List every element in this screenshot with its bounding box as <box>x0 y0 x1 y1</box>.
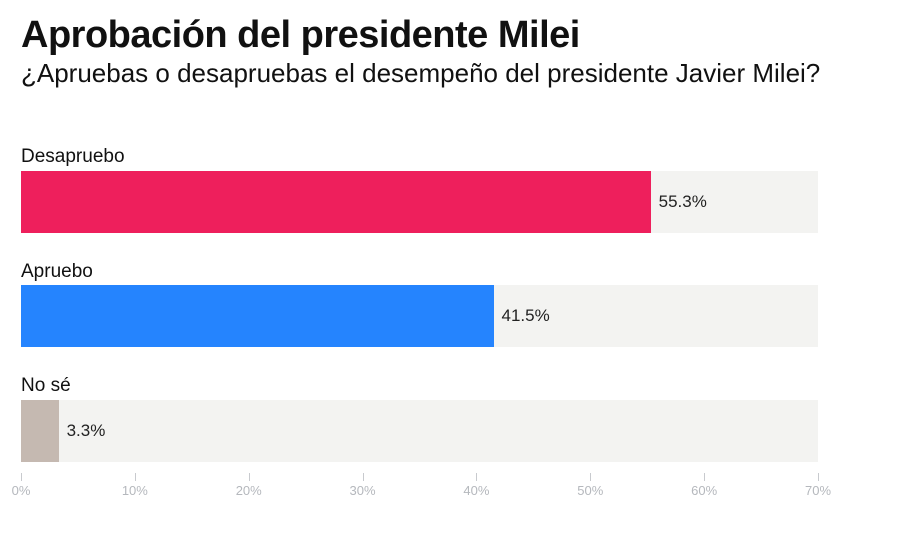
x-tick <box>362 473 364 481</box>
chart-title: Aprobación del presidente Milei <box>21 14 580 56</box>
bar <box>21 400 59 462</box>
x-tick-label: 0% <box>11 483 31 498</box>
bar <box>21 285 494 347</box>
category-label: Apruebo <box>21 261 93 282</box>
bar <box>21 171 651 233</box>
x-tick <box>21 473 22 481</box>
x-tick-label: 40% <box>463 483 490 498</box>
x-tick <box>704 473 706 481</box>
data-label: 3.3% <box>66 421 106 440</box>
data-label: 41.5% <box>501 306 550 325</box>
x-tick <box>590 473 592 481</box>
x-tick <box>134 473 136 481</box>
x-tick-label: 50% <box>577 483 604 498</box>
category-label: Desapruebo <box>21 146 125 167</box>
x-tick <box>248 473 250 481</box>
x-tick-label: 10% <box>121 483 148 498</box>
x-tick <box>476 473 478 481</box>
bar-track: 3.3% <box>21 400 818 462</box>
x-tick-label: 30% <box>349 483 376 498</box>
data-label: 55.3% <box>658 192 707 211</box>
bar-track: 41.5% <box>21 285 818 347</box>
x-tick-label: 70% <box>804 483 832 498</box>
category-label: No sé <box>21 375 71 396</box>
x-tick <box>818 473 819 481</box>
x-tick-label: 60% <box>691 483 718 498</box>
x-tick-label: 20% <box>235 483 262 498</box>
chart-subtitle: ¿Apruebas o desapruebas el desempeño del… <box>21 58 821 88</box>
bar-track: 55.3% <box>21 171 818 233</box>
